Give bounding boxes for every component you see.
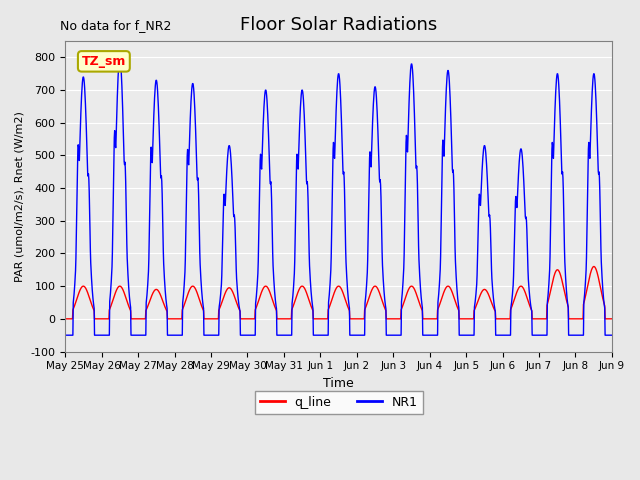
NR1 [608,332,616,338]
q_line [495,316,502,322]
q_line [590,264,598,269]
q_line [608,316,616,322]
q_line [244,316,252,322]
NR1 [170,332,178,338]
q_line [543,302,551,308]
NR1 [61,332,69,338]
NR1 [244,332,252,338]
q_line [170,316,177,322]
Legend: q_line, NR1: q_line, NR1 [255,391,422,414]
Title: Floor Solar Radiations: Floor Solar Radiations [240,16,437,34]
NR1 [184,153,191,159]
q_line [424,316,431,322]
q_line [61,316,69,322]
NR1 [116,55,124,60]
q_line [183,294,191,300]
NR1 [424,332,431,338]
Line: NR1: NR1 [65,58,612,335]
NR1 [543,300,551,305]
X-axis label: Time: Time [323,377,354,390]
Text: No data for f_NR2: No data for f_NR2 [60,19,171,32]
Text: TZ_sm: TZ_sm [82,55,126,68]
Y-axis label: PAR (umol/m2/s), Rnet (W/m2): PAR (umol/m2/s), Rnet (W/m2) [15,111,25,282]
NR1 [495,332,503,338]
Line: q_line: q_line [65,266,612,319]
